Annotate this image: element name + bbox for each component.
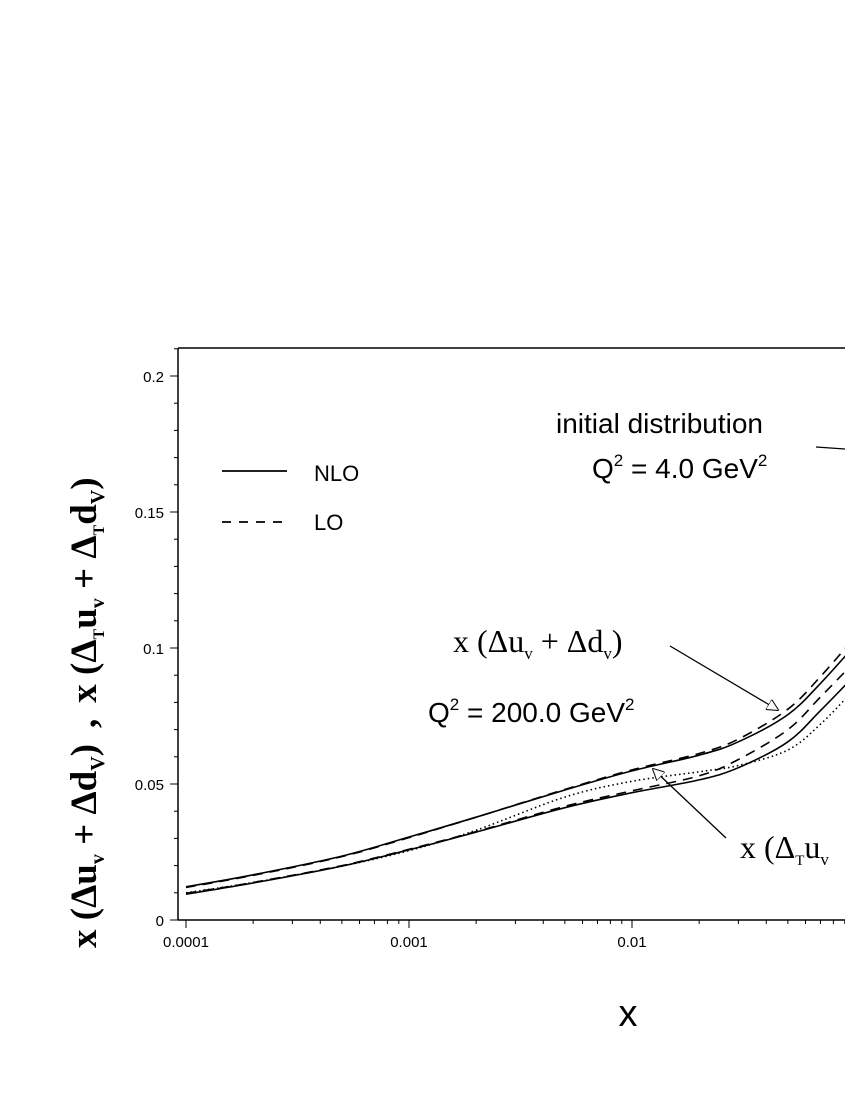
x-tick-label-0.001: 0.001 bbox=[390, 934, 428, 951]
axes bbox=[177, 347, 845, 921]
lower-label-base: x (Δ bbox=[740, 829, 795, 865]
x-tick-labels: 0.0001 0.001 0.01 bbox=[163, 934, 647, 951]
y-label-part2-mid3: d bbox=[64, 504, 105, 525]
y-label-part2-sub0: T bbox=[91, 628, 108, 639]
initial-distribution-label: initial distribution bbox=[556, 408, 763, 439]
y-tick-labels: 0 0.05 0.1 0.15 0.2 bbox=[135, 369, 164, 930]
lower-label-sub1: v bbox=[820, 850, 829, 869]
q200-q: Q bbox=[428, 697, 450, 728]
legend: NLO LO bbox=[222, 461, 359, 535]
lower-curve-arrow bbox=[653, 769, 727, 839]
y-label-part2-sub2: T bbox=[91, 524, 108, 535]
y-label-part2-end: ) bbox=[64, 477, 105, 489]
y-label-part2-mid2: + Δ bbox=[64, 535, 105, 598]
series-line-4-dotted bbox=[185, 698, 845, 894]
q200-val: = 200.0 GeV bbox=[459, 697, 625, 728]
q200-q-exp: 2 bbox=[450, 695, 459, 714]
upper-label-mid: + Δd bbox=[533, 623, 604, 659]
svg-text:x (Δuv + ΔdV),x (ΔTuv + ΔTdV): x (Δuv + ΔdV),x (ΔTuv + ΔTdV) bbox=[64, 477, 109, 948]
lower-label-mid: u bbox=[804, 829, 820, 865]
ticks bbox=[170, 348, 845, 928]
y-label-part1-mid: + Δd bbox=[64, 770, 105, 854]
x-tick-label-0.01: 0.01 bbox=[617, 934, 646, 951]
initial-q-label: Q2 = 4.0 GeV2 bbox=[592, 451, 767, 484]
initial-q-exp: 2 bbox=[614, 451, 623, 470]
annotation-initial-distribution: initial distribution Q2 = 4.0 GeV2 bbox=[556, 408, 845, 484]
initial-val-exp: 2 bbox=[758, 451, 767, 470]
y-label-separator: , bbox=[64, 719, 105, 728]
y-tick-label-0: 0 bbox=[156, 913, 164, 930]
upper-curve-arrow bbox=[669, 645, 778, 710]
y-label-part1-sub1: v bbox=[87, 854, 109, 864]
x-axis-label: x bbox=[619, 993, 638, 1035]
y-label-part2-sub3: V bbox=[87, 489, 109, 504]
y-tick-label-0.1: 0.1 bbox=[143, 641, 164, 658]
initial-q: Q bbox=[592, 453, 614, 484]
upper-label-sub1: v bbox=[524, 644, 533, 663]
lower-label-sub0: T bbox=[795, 853, 804, 869]
q200-label: Q2 = 200.0 GeV2 bbox=[428, 695, 635, 728]
y-label-part2-base: x (Δ bbox=[64, 639, 105, 702]
lower-curve-label: x (ΔTuv bbox=[740, 829, 829, 869]
y-tick-label-0.15: 0.15 bbox=[135, 505, 164, 522]
initial-val: = 4.0 GeV bbox=[623, 453, 758, 484]
y-tick-label-0.05: 0.05 bbox=[135, 777, 164, 794]
upper-label-base: x (Δu bbox=[453, 623, 524, 659]
annotation-lower-curve: x (ΔTuv bbox=[653, 769, 829, 869]
legend-nlo-label: NLO bbox=[314, 461, 359, 486]
y-label-part1-sub2: V bbox=[87, 756, 109, 771]
q200-val-exp: 2 bbox=[625, 695, 634, 714]
y-label-part1-end: ) bbox=[64, 744, 105, 756]
y-label-part2-mid1: u bbox=[64, 608, 105, 629]
y-tick-label-0.2: 0.2 bbox=[143, 369, 164, 386]
upper-label-end: ) bbox=[612, 623, 623, 659]
y-label-part2-sub1: v bbox=[87, 598, 109, 608]
y-axis-label: x (Δuv + ΔdV),x (ΔTuv + ΔTdV) bbox=[64, 477, 109, 948]
upper-label-sub2: v bbox=[603, 644, 612, 663]
series-line-1-dashed bbox=[185, 647, 845, 889]
curves bbox=[185, 647, 845, 895]
y-label-part1-base: x (Δu bbox=[64, 864, 105, 948]
initial-distribution-pointer bbox=[815, 446, 845, 450]
legend-lo-label: LO bbox=[314, 510, 343, 535]
x-tick-label-0.0001: 0.0001 bbox=[163, 934, 209, 951]
upper-curve-label: x (Δuv + Δdv) bbox=[453, 623, 623, 663]
annotation-upper-curve: x (Δuv + Δdv) bbox=[453, 623, 778, 710]
